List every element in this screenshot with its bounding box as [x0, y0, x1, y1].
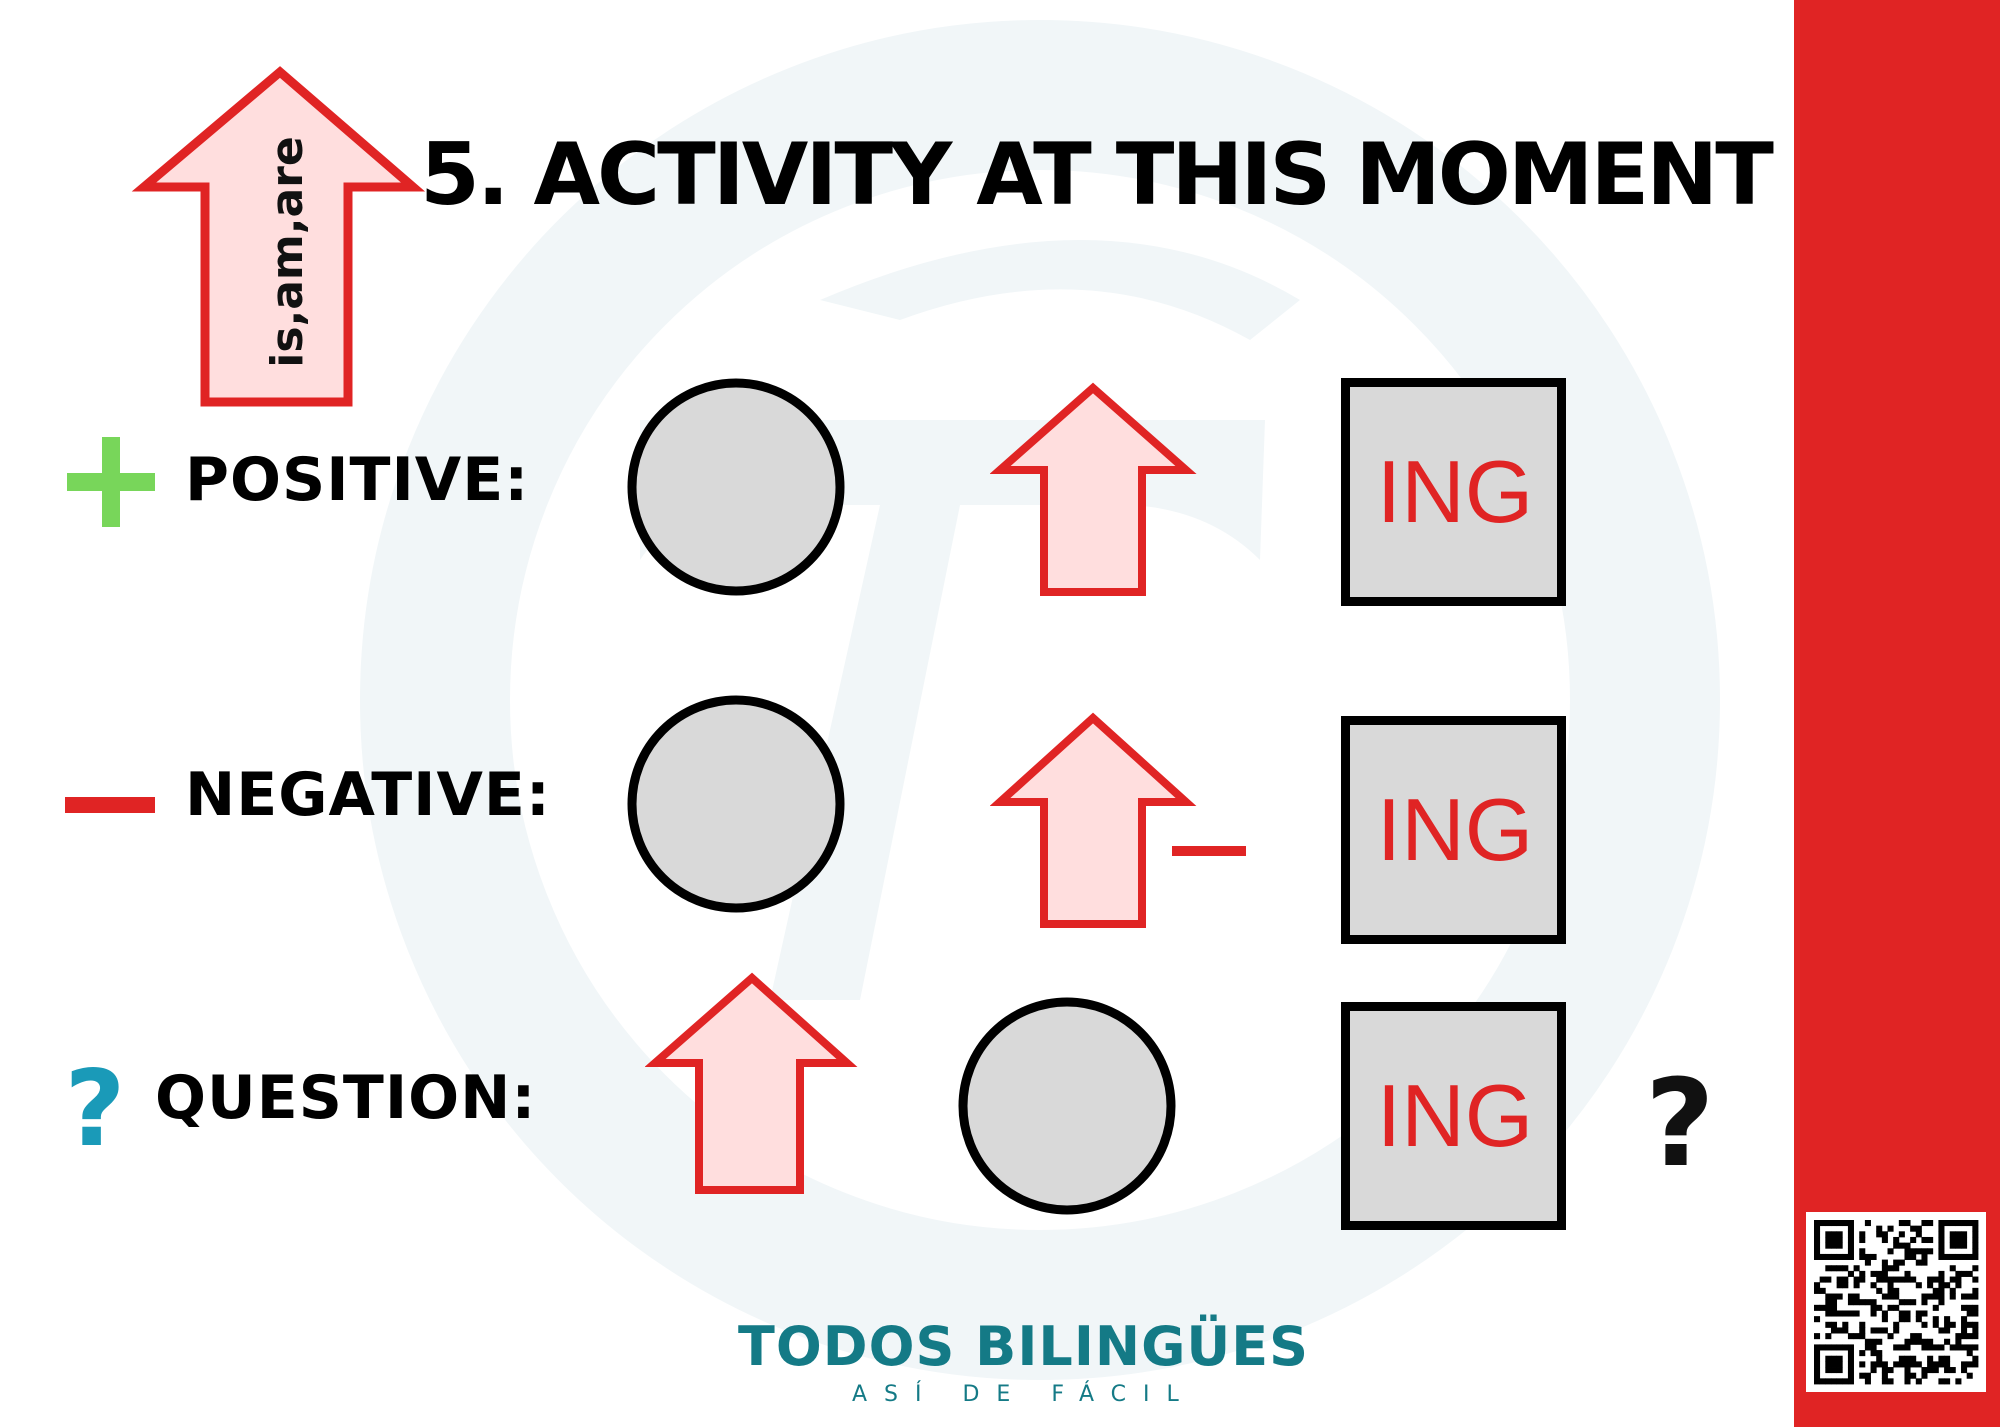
brand-name: TODOS BILINGÜES: [738, 1315, 1310, 1378]
negative-label: NEGATIVE:: [185, 760, 551, 830]
negative-verb-arrow-icon: [990, 712, 1246, 928]
negative-ing-text: ING: [1376, 780, 1534, 879]
question-icon: ?: [65, 1055, 126, 1155]
page-title: 5. ACTIVITY AT THIS MOMENT: [420, 125, 1774, 225]
negative-ing-square: ING: [1341, 716, 1566, 944]
brand-slogan: ASÍ DE FÁCIL: [852, 1382, 1196, 1407]
positive-verb-arrow-icon: [990, 382, 1197, 596]
question-end-mark: ?: [1645, 1055, 1715, 1194]
right-red-bar: [1794, 0, 2000, 1427]
question-icon-glyph: ?: [65, 1055, 126, 1155]
negative-subject-circle: [627, 695, 845, 913]
negative-minus-mark: [1172, 846, 1246, 856]
qr-code: [1814, 1220, 1979, 1385]
question-verb-arrow-icon: [645, 972, 858, 1194]
question-ing-square: ING: [1341, 1002, 1566, 1230]
minus-icon: [65, 797, 155, 813]
qr-code-box: [1806, 1212, 1986, 1392]
auxiliary-arrow-icon: [131, 66, 426, 407]
question-ing-text: ING: [1376, 1066, 1534, 1165]
plus-icon: [67, 437, 155, 527]
auxiliary-arrow-label: is,am,are: [262, 136, 313, 368]
positive-ing-text: ING: [1376, 442, 1534, 541]
positive-label: POSITIVE:: [185, 445, 530, 515]
question-subject-circle: [958, 997, 1176, 1215]
positive-ing-square: ING: [1341, 378, 1566, 606]
positive-subject-circle: [627, 378, 845, 596]
question-label: QUESTION:: [155, 1063, 537, 1133]
